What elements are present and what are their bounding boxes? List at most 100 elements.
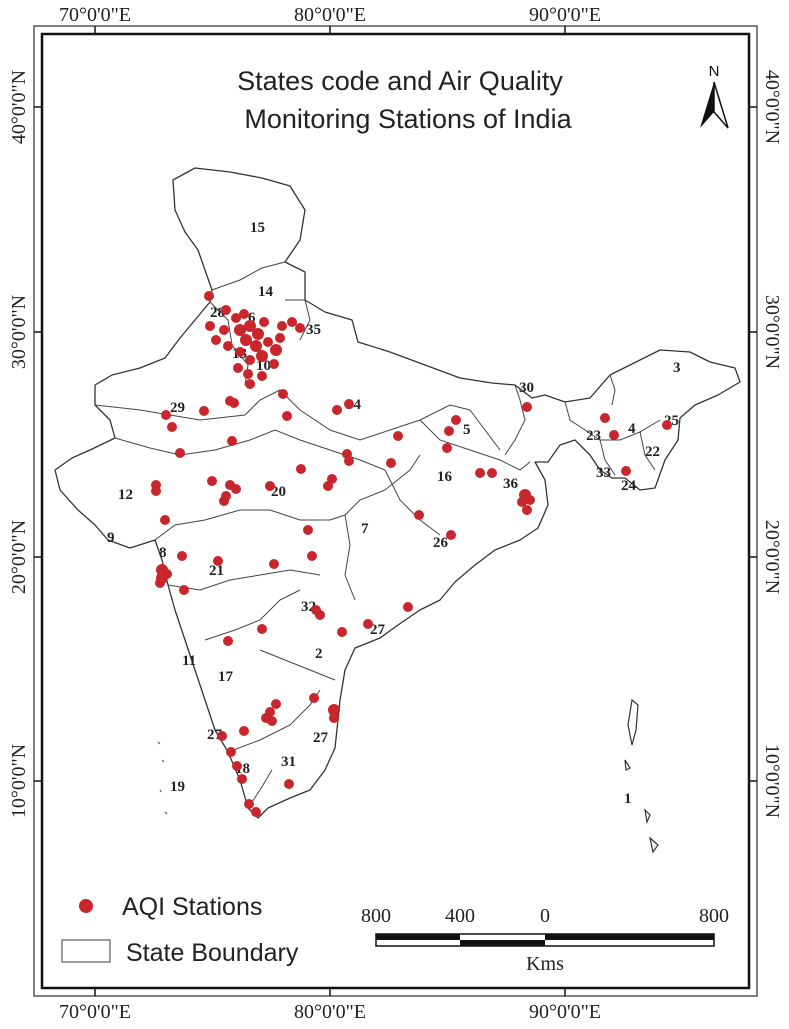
- state-code: 27: [370, 622, 386, 638]
- state-code: 4: [628, 421, 636, 437]
- aqi-station-marker: [303, 525, 313, 535]
- aqi-station-marker: [231, 484, 241, 494]
- scale-tick-0: 0: [540, 905, 550, 927]
- aqi-station-marker: [277, 321, 287, 331]
- aqi-station-marker: [226, 747, 236, 757]
- aqi-station-marker: [234, 324, 246, 336]
- aqi-station-marker: [487, 468, 497, 478]
- state-code: 24: [621, 478, 637, 494]
- aqi-station-marker: [204, 291, 214, 301]
- state-code: 11: [182, 653, 196, 669]
- state-code: 6: [248, 310, 256, 326]
- aqi-station-marker: [329, 713, 339, 723]
- aqi-station-marker: [275, 333, 285, 343]
- aqi-station-marker: [175, 448, 185, 458]
- aqi-station-marker: [609, 430, 619, 440]
- aqi-station-marker: [442, 443, 452, 453]
- aqi-station-marker: [227, 436, 237, 446]
- lon-label-80-top: 80°0'0"E: [294, 4, 366, 26]
- aqi-station-marker: [296, 464, 306, 474]
- aqi-station-marker: [522, 505, 532, 515]
- aqi-station-marker: [332, 405, 342, 415]
- aqi-station-marker: [199, 406, 209, 416]
- state-code: 19: [170, 779, 185, 795]
- aqi-station-marker: [205, 321, 215, 331]
- aqi-station-marker: [344, 399, 354, 409]
- aqi-station-marker: [233, 363, 243, 373]
- lat-label-30-right: 30°0'0"N: [761, 295, 783, 369]
- aqi-station-marker: [243, 369, 253, 379]
- aqi-station-marker: [517, 497, 527, 507]
- aqi-station-marker: [223, 341, 233, 351]
- aqi-station-marker: [323, 481, 333, 491]
- aqi-station-marker: [475, 468, 485, 478]
- aqi-station-marker: [337, 627, 347, 637]
- aqi-station-marker: [257, 624, 267, 634]
- aqi-station-marker: [307, 551, 317, 561]
- legend-stations-label: AQI Stations: [122, 893, 262, 921]
- aqi-station-marker: [363, 619, 373, 629]
- map-title-line2: Monitoring Stations of India: [244, 104, 572, 134]
- scale-tick-800-left: 800: [361, 905, 391, 927]
- lakshadweep-islands: [157, 741, 168, 815]
- state-code: 31: [281, 754, 296, 770]
- state-code: 12: [118, 487, 133, 503]
- aqi-station-marker: [207, 476, 217, 486]
- state-boundaries: [94, 261, 661, 809]
- state-code: 27: [313, 730, 329, 746]
- state-code: 2: [315, 646, 323, 662]
- lat-label-40-right: 40°0'0"N: [761, 70, 783, 144]
- aqi-station-marker: [155, 578, 165, 588]
- state-code: 29: [170, 400, 185, 416]
- aqi-station-marker: [269, 359, 279, 369]
- aqi-station-marker: [403, 602, 413, 612]
- aqi-station-marker: [386, 458, 396, 468]
- aqi-station-marker: [278, 389, 288, 399]
- aqi-station-marker: [662, 420, 672, 430]
- map-title-line1: States code and Air Quality: [237, 66, 563, 96]
- aqi-station-marker: [151, 486, 161, 496]
- state-code: 16: [437, 469, 453, 485]
- state-code-labels: 15 14 28 6 35 13 10 29 34 30 3 5 23 4 25…: [107, 220, 681, 807]
- aqi-station-marker: [393, 431, 403, 441]
- lat-label-10-left: 10°0'0"N: [8, 744, 30, 818]
- aqi-station-marker: [232, 761, 242, 771]
- aqi-station-marker: [223, 636, 233, 646]
- aqi-station-marker: [621, 466, 631, 476]
- aqi-station-marker: [315, 610, 325, 620]
- scale-bar: 800 400 0 800 Kms: [361, 905, 729, 975]
- aqi-station-marker: [525, 495, 535, 505]
- state-code: 8: [159, 545, 167, 561]
- lat-label-10-right: 10°0'0"N: [761, 744, 783, 818]
- aqi-station-marker: [267, 716, 277, 726]
- state-code: 3: [673, 360, 681, 376]
- aqi-station-marker: [211, 335, 221, 345]
- state-code: 14: [258, 284, 274, 300]
- andaman-islands: [624, 698, 659, 854]
- aqi-station-marker: [284, 779, 294, 789]
- aqi-station-marker: [244, 799, 254, 809]
- aqi-station-marker: [160, 515, 170, 525]
- map-frame: [40, 32, 751, 990]
- state-code: 17: [218, 669, 234, 685]
- aqi-station-marker: [231, 313, 241, 323]
- aqi-station-marker: [451, 415, 461, 425]
- north-arrow-icon: N: [700, 63, 729, 129]
- aqi-station-marker: [344, 456, 354, 466]
- graticule-ticks: [34, 26, 757, 996]
- aqi-station-marker: [522, 402, 532, 412]
- aqi-station-marker: [245, 355, 255, 365]
- aqi-station-marker: [414, 510, 424, 520]
- aqi-station-marker: [252, 328, 264, 340]
- aqi-station-marker: [263, 337, 273, 347]
- legend-boundary-label: State Boundary: [126, 939, 299, 967]
- aqi-station-marker: [269, 559, 279, 569]
- aqi-station-marker: [250, 340, 262, 352]
- north-label: N: [709, 63, 720, 80]
- aqi-station-marker: [257, 371, 267, 381]
- aqi-station-marker: [235, 347, 245, 357]
- state-code: 26: [433, 535, 449, 551]
- state-code: 9: [107, 530, 115, 546]
- lat-label-40-left: 40°0'0"N: [8, 70, 30, 144]
